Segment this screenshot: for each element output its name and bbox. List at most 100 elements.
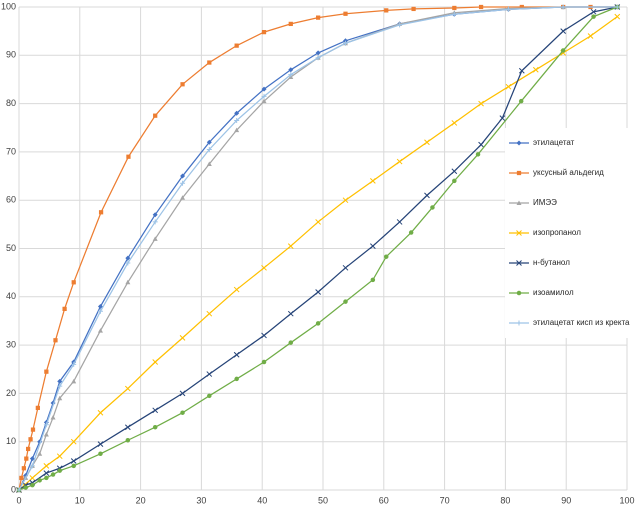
marker bbox=[315, 219, 321, 225]
marker bbox=[44, 475, 49, 481]
marker bbox=[71, 361, 77, 367]
x-tick-label: 100 bbox=[619, 495, 634, 505]
marker bbox=[516, 290, 522, 296]
y-tick-label: 90 bbox=[6, 50, 16, 60]
marker bbox=[97, 308, 103, 314]
marker bbox=[342, 197, 349, 204]
marker bbox=[342, 40, 348, 46]
marker bbox=[516, 230, 522, 236]
marker bbox=[234, 118, 240, 124]
y-tick-label: 40 bbox=[6, 291, 16, 301]
marker bbox=[70, 458, 77, 464]
marker bbox=[30, 427, 36, 432]
marker bbox=[179, 390, 186, 397]
y-tick-label: 10 bbox=[6, 436, 16, 446]
marker bbox=[97, 409, 104, 416]
marker bbox=[29, 475, 36, 481]
marker bbox=[21, 466, 26, 471]
x-tick-label: 40 bbox=[257, 495, 267, 505]
marker bbox=[452, 5, 457, 11]
marker bbox=[370, 178, 376, 184]
marker bbox=[71, 378, 77, 384]
marker bbox=[44, 369, 49, 374]
marker bbox=[152, 219, 158, 225]
marker bbox=[478, 100, 484, 107]
marker bbox=[614, 13, 621, 20]
marker bbox=[590, 8, 597, 15]
marker bbox=[206, 371, 213, 377]
marker bbox=[71, 463, 76, 469]
marker bbox=[30, 482, 35, 488]
marker bbox=[125, 438, 131, 443]
marker bbox=[288, 340, 294, 345]
marker bbox=[25, 446, 31, 452]
marker bbox=[370, 277, 376, 283]
marker bbox=[261, 29, 267, 35]
x-tick-label: 80 bbox=[500, 495, 510, 505]
series-line bbox=[18, 6, 618, 491]
marker bbox=[430, 205, 435, 210]
marker bbox=[152, 359, 159, 365]
legend-label: этилацетат кисп из кректа bbox=[533, 318, 630, 327]
marker bbox=[233, 351, 240, 358]
marker bbox=[180, 195, 186, 200]
marker bbox=[315, 321, 321, 326]
marker bbox=[152, 212, 158, 218]
y-tick-label: 80 bbox=[6, 98, 16, 108]
marker bbox=[152, 424, 158, 430]
marker bbox=[206, 310, 213, 317]
marker bbox=[50, 415, 56, 420]
marker bbox=[152, 236, 158, 241]
marker bbox=[532, 66, 539, 73]
marker bbox=[478, 4, 484, 10]
marker bbox=[53, 338, 58, 343]
marker bbox=[451, 120, 458, 126]
marker bbox=[37, 478, 42, 483]
marker bbox=[383, 254, 389, 259]
x-tick-label: 60 bbox=[379, 495, 389, 505]
marker bbox=[125, 279, 131, 285]
marker bbox=[71, 280, 76, 285]
series-line bbox=[18, 6, 618, 491]
marker bbox=[424, 192, 430, 199]
marker bbox=[206, 161, 212, 166]
marker bbox=[126, 154, 131, 159]
marker bbox=[43, 431, 49, 437]
marker bbox=[35, 405, 40, 411]
marker bbox=[396, 158, 403, 165]
marker bbox=[207, 393, 212, 399]
marker bbox=[316, 15, 321, 20]
marker bbox=[261, 93, 267, 99]
marker bbox=[384, 8, 389, 13]
y-tick-label: 30 bbox=[6, 339, 16, 349]
marker bbox=[24, 456, 29, 461]
marker bbox=[70, 438, 77, 445]
marker bbox=[180, 410, 185, 415]
marker bbox=[261, 359, 267, 365]
marker bbox=[288, 67, 294, 73]
marker bbox=[56, 453, 63, 460]
marker bbox=[261, 332, 267, 339]
marker bbox=[451, 168, 458, 175]
y-tick-label: 0 bbox=[11, 484, 16, 494]
marker bbox=[29, 463, 35, 469]
marker bbox=[478, 141, 484, 148]
marker bbox=[125, 255, 131, 261]
legend-label: ИМЭЭ bbox=[533, 198, 557, 207]
marker bbox=[207, 60, 212, 65]
marker bbox=[261, 86, 267, 92]
marker bbox=[370, 243, 376, 249]
marker bbox=[396, 219, 403, 225]
x-tick-label: 10 bbox=[75, 495, 85, 505]
marker bbox=[499, 115, 506, 121]
marker bbox=[16, 487, 22, 493]
x-tick-label: 30 bbox=[196, 495, 206, 505]
marker bbox=[411, 6, 416, 12]
marker bbox=[97, 303, 103, 309]
marker bbox=[43, 470, 50, 476]
x-tick-label: 0 bbox=[16, 495, 21, 505]
marker bbox=[560, 48, 566, 53]
marker bbox=[288, 72, 294, 78]
marker bbox=[233, 286, 240, 293]
